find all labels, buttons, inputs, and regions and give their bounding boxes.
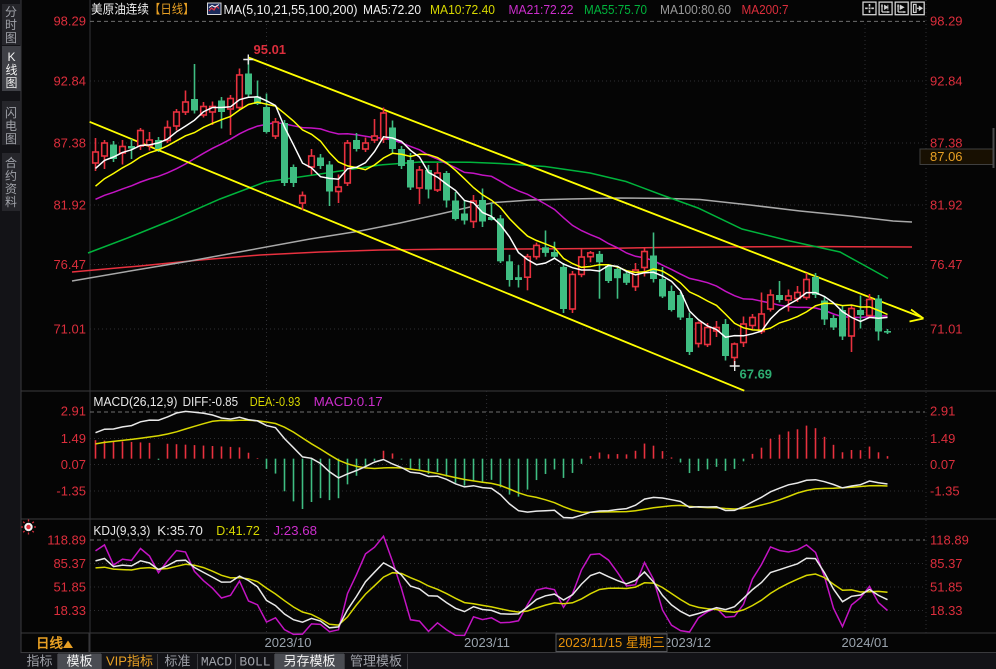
svg-text:日线: 日线 bbox=[36, 635, 63, 651]
svg-text:2023/11: 2023/11 bbox=[464, 635, 510, 650]
svg-text:分时图: 分时图 bbox=[5, 5, 17, 45]
svg-text:98.29: 98.29 bbox=[930, 14, 963, 29]
svg-text:MA10:72.40: MA10:72.40 bbox=[430, 2, 495, 17]
svg-text:2.91: 2.91 bbox=[930, 404, 955, 419]
svg-text:92.84: 92.84 bbox=[53, 74, 86, 89]
svg-text:18.33: 18.33 bbox=[930, 603, 963, 618]
svg-text:0.07: 0.07 bbox=[61, 457, 86, 472]
svg-text:MA55:75.70: MA55:75.70 bbox=[584, 2, 647, 17]
svg-text:MA21:72.22: MA21:72.22 bbox=[509, 2, 574, 17]
svg-text:51.85: 51.85 bbox=[930, 580, 963, 595]
svg-text:VIP指标: VIP指标 bbox=[106, 654, 153, 669]
svg-text:模板: 模板 bbox=[66, 654, 92, 669]
svg-text:1.49: 1.49 bbox=[930, 431, 955, 446]
svg-text:J:23.68: J:23.68 bbox=[273, 523, 317, 538]
svg-text:合约资料: 合约资料 bbox=[5, 155, 17, 209]
svg-text:87.38: 87.38 bbox=[53, 136, 86, 151]
svg-text:闪电图: 闪电图 bbox=[5, 106, 17, 146]
svg-text:管理模板: 管理模板 bbox=[350, 654, 402, 669]
svg-text:【日线】: 【日线】 bbox=[149, 3, 195, 17]
svg-text:2.91: 2.91 bbox=[61, 404, 86, 419]
svg-text:美原油连续: 美原油连续 bbox=[91, 2, 149, 17]
svg-text:2024/01: 2024/01 bbox=[842, 635, 889, 650]
svg-text:MACD(26,12,9): MACD(26,12,9) bbox=[93, 394, 177, 409]
svg-text:D:41.72: D:41.72 bbox=[216, 523, 260, 538]
svg-text:KDJ(9,3,3): KDJ(9,3,3) bbox=[93, 523, 150, 538]
svg-text:1.49: 1.49 bbox=[61, 431, 86, 446]
svg-text:另存模板: 另存模板 bbox=[283, 654, 335, 669]
svg-text:MACD: MACD bbox=[201, 655, 232, 669]
svg-text:2023/12: 2023/12 bbox=[664, 635, 711, 650]
svg-text:118.89: 118.89 bbox=[930, 533, 969, 548]
svg-text:指标: 指标 bbox=[26, 654, 52, 669]
svg-text:81.92: 81.92 bbox=[930, 198, 963, 213]
svg-text:2023/11/15 星期三: 2023/11/15 星期三 bbox=[558, 635, 665, 650]
svg-text:87.38: 87.38 bbox=[930, 136, 963, 151]
svg-text:2023/10: 2023/10 bbox=[265, 635, 312, 650]
svg-text:71.01: 71.01 bbox=[930, 322, 963, 337]
svg-text:76.47: 76.47 bbox=[930, 257, 963, 272]
svg-text:-1.35: -1.35 bbox=[56, 484, 86, 499]
svg-text:MA200:7: MA200:7 bbox=[742, 2, 789, 17]
svg-text:MA100:80.60: MA100:80.60 bbox=[660, 2, 731, 17]
svg-text:95.01: 95.01 bbox=[254, 42, 287, 57]
svg-text:MACD:0.17: MACD:0.17 bbox=[314, 394, 383, 409]
svg-text:85.37: 85.37 bbox=[930, 556, 963, 571]
svg-text:MA5:72.20: MA5:72.20 bbox=[363, 2, 421, 17]
svg-text:71.01: 71.01 bbox=[53, 322, 86, 337]
svg-text:K:35.70: K:35.70 bbox=[157, 523, 203, 538]
svg-text:67.69: 67.69 bbox=[740, 367, 773, 382]
svg-text:-1.35: -1.35 bbox=[930, 484, 960, 499]
svg-text:K线图: K 线图 bbox=[5, 50, 17, 90]
svg-text:18.33: 18.33 bbox=[53, 603, 86, 618]
svg-text:85.37: 85.37 bbox=[53, 556, 86, 571]
svg-text:92.84: 92.84 bbox=[930, 74, 963, 89]
svg-text:DEA:-0.93: DEA:-0.93 bbox=[250, 394, 300, 409]
svg-text:98.29: 98.29 bbox=[53, 14, 86, 29]
svg-text:81.92: 81.92 bbox=[53, 198, 86, 213]
svg-text:118.89: 118.89 bbox=[47, 533, 86, 548]
svg-text:标准: 标准 bbox=[164, 654, 190, 669]
svg-text:MA(5,10,21,55,100,200): MA(5,10,21,55,100,200) bbox=[224, 2, 358, 17]
svg-text:DIFF:-0.85: DIFF:-0.85 bbox=[183, 394, 239, 409]
svg-text:BOLL: BOLL bbox=[239, 655, 270, 669]
svg-text:87.06: 87.06 bbox=[930, 149, 963, 164]
svg-text:0.07: 0.07 bbox=[930, 457, 955, 472]
svg-text:51.85: 51.85 bbox=[53, 580, 86, 595]
svg-text:76.47: 76.47 bbox=[53, 257, 86, 272]
